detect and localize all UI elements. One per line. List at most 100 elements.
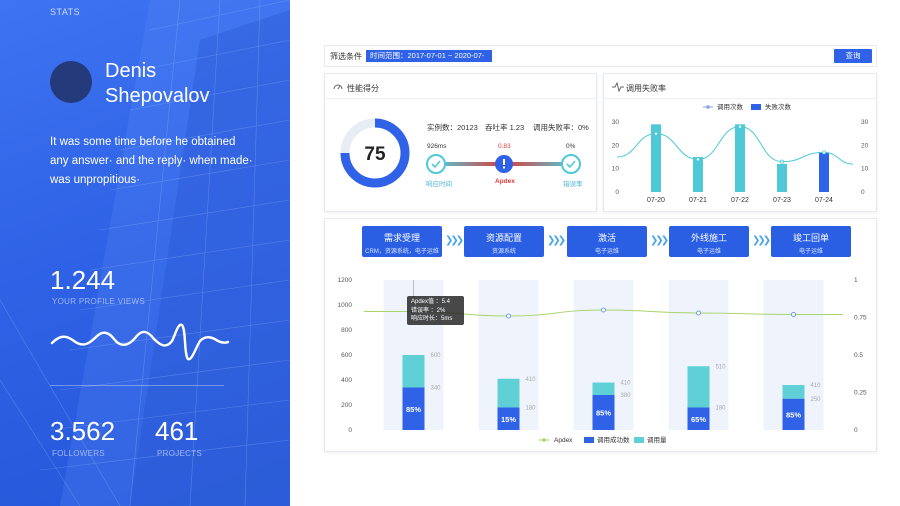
step-sub: CRM，资源系统，电子运维 — [365, 249, 439, 255]
volume-value-label: 410 — [811, 383, 822, 389]
step-sub: 电子运维 — [594, 249, 619, 255]
y2-tick-label: 0.5 — [854, 352, 863, 359]
volume-bar — [782, 385, 805, 399]
response-time-label: 响应时间 — [426, 181, 452, 188]
building-background — [0, 0, 290, 506]
line-point — [696, 157, 701, 162]
followers-value: 3.562 — [50, 416, 116, 446]
legend-apdex: Apdex — [554, 437, 573, 444]
tooltip-error: 错误率 ：2% — [411, 307, 446, 314]
success-value-label: 380 — [621, 393, 632, 399]
step-sub: 电子运维 — [696, 249, 721, 255]
legend-volume: 调用量 — [647, 435, 667, 444]
y2-tick-label: 1 — [854, 277, 858, 284]
card-divider — [604, 98, 876, 99]
pulse-icon — [612, 82, 624, 92]
speedometer-icon — [333, 84, 343, 90]
views-sparkline — [50, 323, 230, 361]
volume-value-label: 410 — [621, 381, 632, 387]
fail-rate-stat: 调用失败率：0% — [533, 123, 589, 132]
profile-first-name: Denis — [105, 60, 157, 82]
y-tick-label: 600 — [341, 352, 352, 359]
legend-call-count: 调用次数 — [717, 102, 744, 111]
y-tick-label: 0 — [615, 189, 619, 196]
y-tick-label: 0 — [348, 427, 352, 434]
y-tick-label: 1200 — [338, 277, 353, 284]
card-divider — [325, 98, 596, 99]
legend-success: 调用成功数 — [597, 435, 630, 444]
fail-bar — [693, 157, 703, 192]
date-range-selector[interactable]: 时间范围：2017-07-01 ~ 2020-07-24 — [366, 50, 492, 72]
profile-panel: STATS Denis Shepovalov It was some time … — [0, 0, 290, 506]
instances-stat: 实例数：20123 — [427, 123, 478, 132]
volume-bar — [497, 378, 520, 408]
success-value-label: 340 — [431, 386, 442, 392]
y2-tick-label: 0 — [854, 427, 858, 434]
chevron-right-icon: ❯❯❯ — [445, 235, 464, 246]
volume-value-label: 410 — [526, 377, 537, 383]
x-tick-label: 07-21 — [689, 197, 707, 204]
y-tick-label: 10 — [612, 166, 620, 173]
performance-card: 性能得分 — [324, 73, 597, 212]
score-ring: 75 — [340, 118, 410, 188]
success-bar — [497, 407, 520, 430]
followers-label: FOLLOWERS — [52, 449, 105, 458]
y-tick-label: 200 — [341, 402, 352, 409]
volume-bar — [687, 366, 710, 408]
success-value-label: 180 — [716, 406, 727, 412]
legend-fail-count: 失败次数 — [765, 102, 792, 111]
volume-value-label: 600 — [431, 353, 442, 359]
fail-rate-title: 调用失败率 — [626, 84, 666, 93]
profile-divider — [50, 385, 224, 386]
y2-tick-label: 20 — [861, 142, 869, 149]
process-step-2[interactable]: 资源配置 资源系统 — [464, 226, 544, 257]
stats-label: STATS — [50, 7, 81, 17]
process-step-3[interactable]: 激活 电子运维 — [567, 226, 647, 257]
apdex-point — [791, 312, 796, 317]
legend-volume-swatch — [634, 437, 644, 443]
performance-title: 性能得分 — [347, 84, 379, 93]
process-step-5[interactable]: 竣工回单 电子运维 — [771, 226, 851, 257]
filter-bar: 筛选条件 时间范围：2017-07-01 ~ 2020-07-24 查询 — [324, 45, 877, 72]
y2-tick-label: 0.25 — [854, 390, 867, 397]
line-point — [737, 124, 742, 129]
y-tick-label: 800 — [341, 327, 352, 334]
process-step-4[interactable]: 外线施工 电子运维 — [669, 226, 749, 257]
y-tick-label: 20 — [612, 142, 620, 149]
apdex-point — [696, 310, 701, 316]
query-button[interactable]: 查询 — [834, 49, 872, 63]
step-title: 外线施工 — [690, 233, 727, 243]
avatar[interactable] — [50, 61, 92, 103]
apdex-label: Apdex — [495, 178, 515, 185]
y2-tick-label: 10 — [861, 166, 869, 173]
fail-rate-chart: 调用次数 失败次数 30 20 10 0 30 20 10 0 07-20 07-21 07-22 0… — [612, 102, 869, 204]
bar-percent-label: 85% — [596, 409, 611, 418]
legend-bar-swatch — [751, 104, 761, 110]
step-title: 竣工回单 — [792, 233, 829, 243]
process-step-1[interactable]: 需求受理 CRM，资源系统，电子运维 — [362, 226, 442, 257]
y2-tick-label: 0 — [861, 189, 865, 196]
score-value: 75 — [364, 144, 386, 165]
legend-apdex-marker — [542, 438, 546, 442]
views-label: YOUR PROFILE VIEWS — [52, 297, 145, 306]
y2-tick-label: 0.75 — [854, 315, 867, 322]
apdex-point — [506, 313, 511, 319]
y-tick-label: 400 — [341, 377, 352, 384]
success-value-label: 250 — [811, 397, 822, 403]
bar-percent-label: 85% — [406, 405, 421, 414]
legend-line-marker — [706, 105, 710, 109]
step-title: 资源配置 — [485, 233, 522, 243]
fail-bar — [651, 124, 661, 192]
bar-percent-label: 85% — [786, 410, 801, 419]
tooltip-apdex: Apdex值 ：5.4 — [411, 299, 451, 305]
profile-quote: It was some time before he obtained any … — [50, 133, 255, 190]
step-title: 需求受理 — [383, 233, 420, 243]
quote-line: It was some time before he obtained — [50, 136, 236, 148]
y-tick-label: 30 — [612, 119, 620, 126]
y-tick-label: 1000 — [338, 302, 353, 309]
apdex-value: 0.83 — [498, 143, 511, 150]
error-rate-value: 0% — [566, 143, 576, 150]
bar-percent-label: 15% — [501, 415, 516, 424]
success-bar — [592, 395, 615, 430]
x-tick-label: 07-23 — [773, 197, 791, 204]
